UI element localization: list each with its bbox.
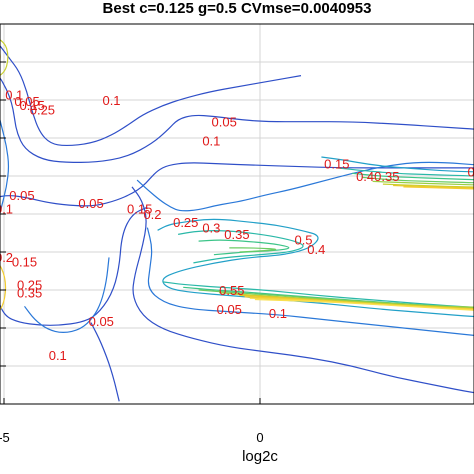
contour-label: 0.05 bbox=[89, 314, 114, 329]
contour-labels: 0.10.050.150.250.10.050.10.150.100.40.35… bbox=[0, 87, 474, 363]
contour-line bbox=[0, 39, 9, 77]
contour-line bbox=[352, 172, 474, 181]
contour-label: 0.1 bbox=[102, 93, 120, 108]
contour-label: 0.05 bbox=[217, 302, 242, 317]
contour-line bbox=[162, 281, 474, 309]
contour-label: 0.05 bbox=[212, 115, 237, 130]
x-axis-label: log2c bbox=[242, 448, 278, 465]
contour-label: 0.05 bbox=[9, 188, 34, 203]
contour-label: 0.25 bbox=[30, 102, 55, 117]
contour-label: 0.40.35 bbox=[356, 169, 399, 184]
contour-label: 0.1 bbox=[202, 134, 220, 149]
contour-label: 0.2 bbox=[143, 207, 161, 222]
contour-label: 0.15 bbox=[127, 201, 152, 216]
contour-label: 0.1 bbox=[5, 87, 23, 102]
contour-line bbox=[0, 44, 302, 147]
contour-label: 0.2 bbox=[0, 250, 13, 265]
contour-line bbox=[336, 167, 474, 177]
contour-line bbox=[146, 227, 474, 336]
contour-label: 0.1 bbox=[49, 348, 67, 363]
contour-line bbox=[229, 247, 277, 253]
contour-label: 0.15 bbox=[20, 98, 45, 113]
contour-label: 0.5 bbox=[294, 233, 312, 248]
contour-label: 0.3 bbox=[202, 220, 220, 235]
contour-label: 0.35 bbox=[17, 286, 42, 301]
contour-line bbox=[136, 161, 474, 212]
contour-line bbox=[0, 206, 148, 326]
contour-line bbox=[321, 156, 474, 173]
contour-line bbox=[0, 264, 7, 312]
contour-line bbox=[372, 180, 474, 186]
x-tick-label: 0 bbox=[256, 430, 263, 445]
contour-line bbox=[24, 257, 110, 333]
contour-line bbox=[382, 183, 474, 188]
contour-line bbox=[131, 186, 474, 394]
contour-line bbox=[157, 218, 474, 318]
contour-label: 0.1 bbox=[0, 201, 13, 216]
contour-label: 0.55 bbox=[219, 283, 244, 298]
x-tick-label: -5 bbox=[0, 430, 10, 445]
x-axis-ticks: -5 0 bbox=[0, 61, 264, 445]
contour-label: 0.35 bbox=[224, 227, 249, 242]
contour-label: 0.05 bbox=[14, 94, 39, 109]
contour-label: 0.1 bbox=[269, 306, 287, 321]
contour-label: 0.10 bbox=[468, 165, 474, 180]
contour-line bbox=[90, 322, 120, 402]
contour-line bbox=[0, 162, 474, 207]
contour-lines bbox=[0, 39, 474, 402]
contour-line bbox=[0, 117, 10, 216]
contour-line bbox=[393, 184, 474, 189]
contour-line bbox=[0, 77, 474, 164]
contour-label: 0.15 bbox=[324, 157, 349, 172]
contour-label: 0.25 bbox=[17, 277, 42, 292]
contour-line bbox=[362, 176, 474, 184]
contour-label: 0.15 bbox=[12, 254, 37, 269]
contour-label: 0.4 bbox=[307, 242, 325, 257]
contour-line bbox=[254, 298, 474, 311]
chart-title: Best c=0.125 g=0.5 CVmse=0.0040953 bbox=[102, 0, 372, 17]
contour-line bbox=[403, 186, 474, 190]
contour-line bbox=[177, 230, 304, 264]
plot-frame bbox=[0, 23, 474, 405]
plot-area: 0.10.050.150.250.10.050.10.150.100.40.35… bbox=[0, 23, 474, 405]
contour-label: 0.25 bbox=[173, 215, 198, 230]
contour-label: 0.05 bbox=[78, 196, 103, 211]
